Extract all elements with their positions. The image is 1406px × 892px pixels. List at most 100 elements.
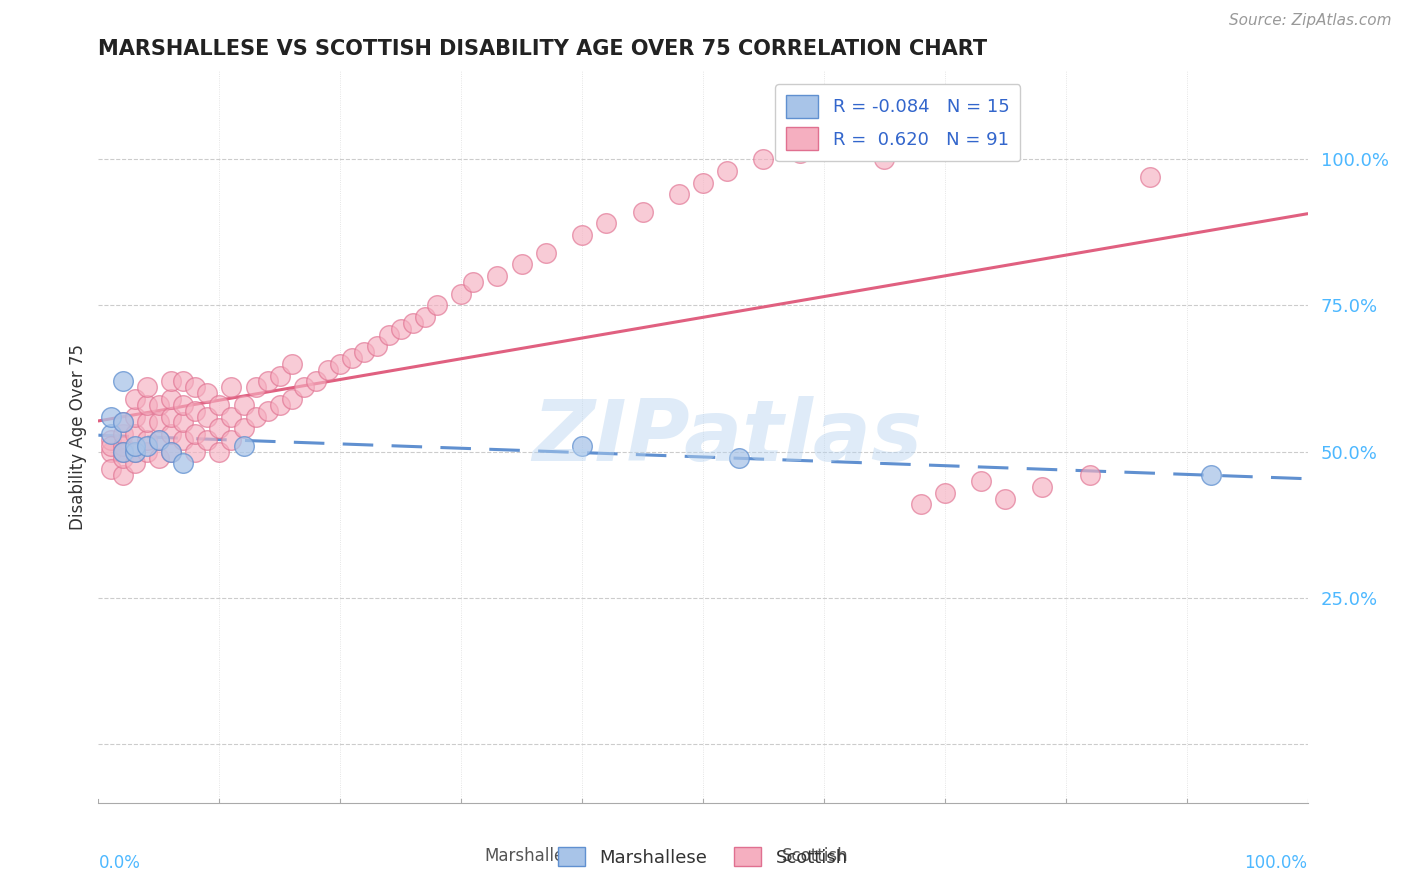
Point [873, 152, 896, 166]
Point [510, 257, 533, 271]
Y-axis label: Disability Age Over 75: Disability Age Over 75 [69, 344, 87, 530]
Text: 0.0%: 0.0% [98, 854, 141, 872]
Point [208, 444, 231, 458]
Point [148, 450, 170, 465]
Point [450, 286, 472, 301]
Point [813, 140, 835, 154]
Point [281, 357, 304, 371]
Point [100, 439, 122, 453]
Point [160, 427, 183, 442]
Point [160, 375, 183, 389]
Point [752, 152, 775, 166]
Point [124, 444, 146, 458]
Point [389, 322, 412, 336]
Point [184, 380, 207, 394]
Point [111, 444, 134, 458]
Text: Marshallese: Marshallese [485, 847, 583, 865]
Point [221, 380, 243, 394]
Text: ZIPatlas: ZIPatlas [531, 395, 922, 479]
Point [789, 146, 811, 161]
Point [124, 392, 146, 406]
Point [184, 444, 207, 458]
Point [994, 491, 1017, 506]
Point [124, 457, 146, 471]
Point [366, 339, 388, 353]
Point [135, 398, 157, 412]
Point [849, 135, 872, 149]
Point [195, 433, 218, 447]
Point [292, 380, 315, 394]
Text: 100.0%: 100.0% [1244, 854, 1308, 872]
Point [1199, 468, 1222, 483]
Point [342, 351, 364, 365]
Point [111, 450, 134, 465]
Point [208, 398, 231, 412]
Point [195, 409, 218, 424]
Point [716, 164, 738, 178]
Point [111, 416, 134, 430]
Point [100, 409, 122, 424]
Point [135, 416, 157, 430]
Legend: Marshallese, Scottish: Marshallese, Scottish [551, 840, 855, 874]
Text: Scottish: Scottish [782, 847, 849, 865]
Point [377, 327, 399, 342]
Point [486, 269, 509, 284]
Text: Source: ZipAtlas.com: Source: ZipAtlas.com [1229, 13, 1392, 29]
Point [256, 403, 278, 417]
Point [160, 444, 183, 458]
Point [232, 398, 254, 412]
Point [1139, 169, 1161, 184]
Point [160, 444, 183, 458]
Point [172, 416, 194, 430]
Point [631, 204, 654, 219]
Point [100, 444, 122, 458]
Point [111, 427, 134, 442]
Point [124, 444, 146, 458]
Point [571, 228, 593, 243]
Point [402, 316, 425, 330]
Legend: R = -0.084   N = 15, R =  0.620   N = 91: R = -0.084 N = 15, R = 0.620 N = 91 [775, 84, 1021, 161]
Point [124, 427, 146, 442]
Point [111, 468, 134, 483]
Point [668, 187, 690, 202]
Point [692, 176, 714, 190]
Point [148, 398, 170, 412]
Point [124, 439, 146, 453]
Point [172, 457, 194, 471]
Point [100, 427, 122, 442]
Point [426, 298, 449, 312]
Point [245, 380, 267, 394]
Point [353, 345, 375, 359]
Point [172, 398, 194, 412]
Point [463, 275, 485, 289]
Point [413, 310, 436, 325]
Point [232, 439, 254, 453]
Point [124, 409, 146, 424]
Point [111, 375, 134, 389]
Point [148, 416, 170, 430]
Point [160, 392, 183, 406]
Point [1031, 480, 1053, 494]
Point [184, 403, 207, 417]
Point [208, 421, 231, 435]
Point [595, 217, 617, 231]
Point [256, 375, 278, 389]
Point [148, 433, 170, 447]
Point [329, 357, 352, 371]
Point [1078, 468, 1101, 483]
Point [728, 450, 751, 465]
Point [305, 375, 328, 389]
Point [184, 427, 207, 442]
Point [221, 409, 243, 424]
Point [135, 439, 157, 453]
Point [111, 444, 134, 458]
Point [100, 433, 122, 447]
Point [135, 444, 157, 458]
Point [100, 462, 122, 476]
Point [269, 398, 291, 412]
Point [910, 497, 932, 511]
Text: MARSHALLESE VS SCOTTISH DISABILITY AGE OVER 75 CORRELATION CHART: MARSHALLESE VS SCOTTISH DISABILITY AGE O… [98, 38, 987, 59]
Point [232, 421, 254, 435]
Point [534, 245, 557, 260]
Point [281, 392, 304, 406]
